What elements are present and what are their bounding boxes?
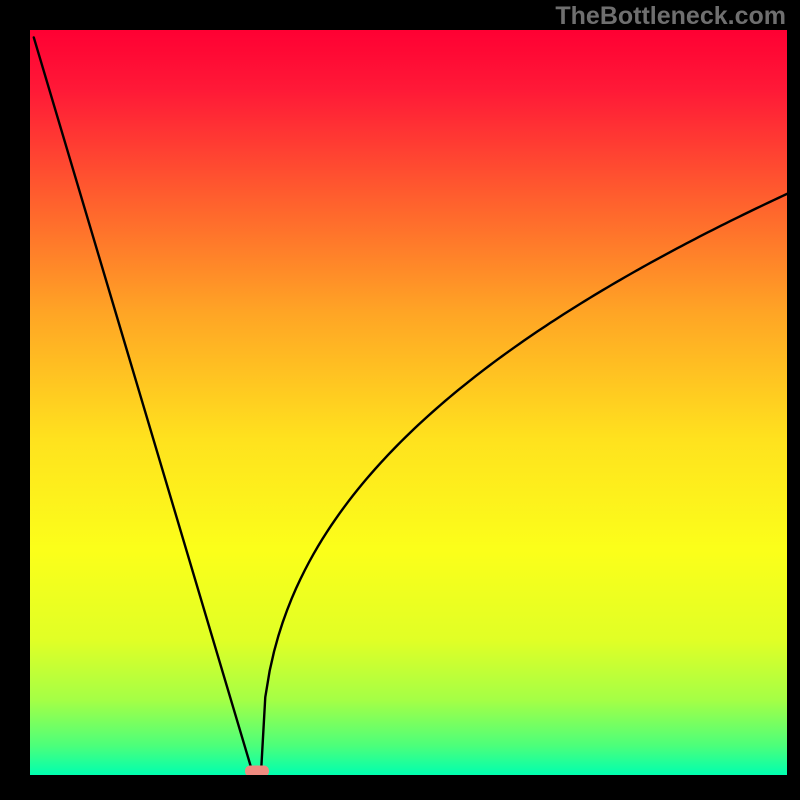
bottleneck-curve	[30, 30, 787, 775]
plot-area	[30, 30, 787, 775]
minimum-marker	[245, 766, 269, 775]
curve-path	[34, 37, 787, 775]
watermark-text: TheBottleneck.com	[555, 2, 786, 31]
